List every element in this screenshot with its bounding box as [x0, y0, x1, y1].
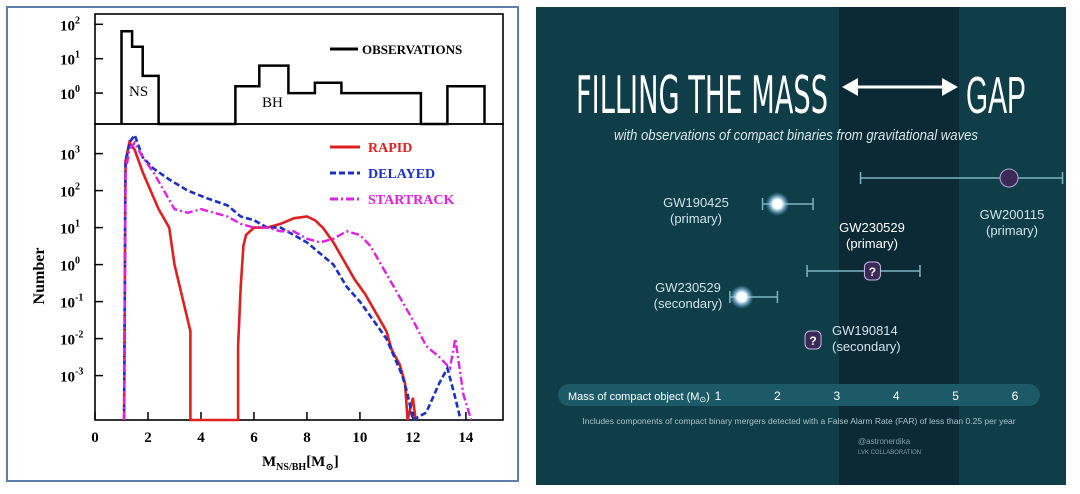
event-marker: ?	[806, 261, 921, 281]
event-marker: ?	[804, 330, 822, 350]
bh-label: BH	[262, 95, 283, 111]
mass-distribution-panel: 102 101 100 OBSERVATIONS NS BH 103 102 101 10…	[6, 6, 519, 482]
delayed-series-line	[122, 132, 462, 422]
mass-axis-tick-label: 6	[1012, 389, 1019, 403]
mass-axis-tick-label: 2	[774, 389, 781, 403]
mass-gap-figure: FILLING THE MASS GAP with observations o…	[558, 7, 1064, 485]
event-point-dark	[999, 168, 1019, 188]
top-plot-y-ticks: 102 101 100	[60, 15, 103, 103]
main-x-tick-label: 6	[250, 430, 258, 446]
mass-axis-tick-label: 3	[833, 389, 840, 403]
footnote: Includes components of compact binary me…	[582, 416, 1015, 426]
double-arrow-icon	[842, 78, 958, 96]
event-role-gw230529-primary: (primary)	[846, 236, 898, 251]
mass-axis-tick-label: 5	[952, 389, 959, 403]
delayed-legend-label: DELAYED	[368, 167, 435, 182]
main-x-tick-label: 8	[303, 430, 311, 446]
title-right: GAP	[966, 67, 1026, 125]
x-axis-label-unit-open: [M	[306, 454, 325, 470]
main-plot-x-ticks: 0 2 4 6 8 10 12 14	[91, 412, 474, 446]
x-axis-label: MNS/BH[M⊙]	[262, 454, 339, 473]
event-role-gw200115: (primary)	[986, 223, 1038, 238]
main-x-tick-label: 0	[91, 430, 99, 446]
main-x-tick-label: 2	[144, 430, 152, 446]
x-axis-label-sun: ⊙	[325, 462, 333, 473]
main-y-tick-label: 10-3	[60, 367, 83, 386]
question-mark-icon: ?	[869, 265, 876, 279]
x-axis-label-sub: NS/BH	[276, 462, 306, 473]
mass-axis-ticks: 1 2 3 4 5 6	[715, 389, 1019, 403]
event-label-gw200115: GW200115	[980, 207, 1045, 222]
main-y-tick-label: 103	[60, 145, 80, 164]
main-x-tick-label: 14	[458, 430, 474, 446]
event-role-gw230529-secondary: (secondary)	[654, 296, 723, 311]
mass-axis-tick-label: 1	[715, 389, 722, 403]
event-point-question	[804, 330, 822, 350]
main-y-tick-label: 102	[60, 182, 80, 201]
x-axis-label-main: M	[262, 454, 276, 470]
startrack-series-line	[122, 140, 473, 421]
main-plot-legend: RAPID DELAYED STARTRACK	[330, 141, 454, 208]
x-axis-label-unit-close: ]	[334, 454, 339, 470]
mass-axis-label: Mass of compact object (M⊙)	[568, 391, 710, 404]
mass-axis-bar	[558, 384, 1040, 406]
main-plot-frame	[94, 123, 504, 421]
title-left: FILLING THE MASS	[576, 66, 828, 126]
subtitle: with observations of compact binaries fr…	[614, 127, 978, 144]
event-label-gw190425: GW190425	[663, 195, 729, 210]
main-y-tick-label: 101	[60, 219, 80, 238]
y-axis-label: Number	[31, 248, 48, 305]
main-x-tick-label: 12	[405, 430, 420, 446]
event-label-gw230529-primary: GW230529	[839, 220, 905, 235]
rapid-legend-label: RAPID	[368, 141, 412, 156]
top-y-tick-label: 101	[60, 50, 80, 69]
event-label-gw190814: GW190814	[832, 323, 898, 338]
main-x-tick-label: 10	[352, 430, 367, 446]
main-y-tick-label: 10-2	[60, 330, 83, 349]
main-y-tick-label: 10-1	[60, 293, 83, 312]
top-y-tick-label: 102	[60, 15, 80, 34]
event-role-gw190814: (secondary)	[832, 339, 901, 354]
ns-label: NS	[129, 84, 148, 100]
mass-axis-tick-label: 4	[893, 389, 900, 403]
top-y-tick-label: 100	[60, 84, 80, 103]
event-marker	[729, 285, 779, 309]
startrack-legend-label: STARTRACK	[368, 193, 454, 208]
top-plot-frame	[94, 13, 504, 125]
observations-legend-label: OBSERVATIONS	[362, 42, 462, 57]
credit-handle: @astronerdika	[858, 437, 911, 446]
event-point-question	[863, 261, 881, 281]
mass-gap-infographic: FILLING THE MASS GAP with observations o…	[536, 7, 1066, 485]
main-plot-y-ticks: 103 102 101 100 10-1 10-2 10-3	[60, 145, 103, 386]
event-label-gw230529-secondary: GW230529	[655, 280, 721, 295]
event-marker	[761, 192, 814, 216]
rapid-series-line	[122, 139, 417, 422]
credit-collaboration: LVK COLLABORATION	[858, 450, 921, 456]
events-layer: ??	[729, 168, 1064, 350]
event-marker	[859, 168, 1064, 188]
event-role-gw190425: (primary)	[670, 211, 722, 226]
main-x-tick-label: 4	[197, 430, 205, 446]
question-mark-icon: ?	[809, 334, 816, 348]
main-y-tick-label: 100	[60, 256, 80, 275]
